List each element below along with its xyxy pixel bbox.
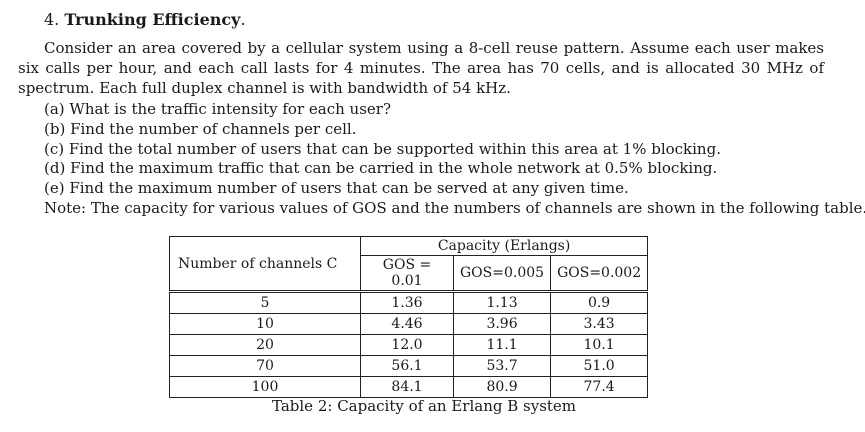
problem-heading: 4. Trunking Efficiency. [44, 10, 246, 30]
question-list: (a) What is the traffic intensity for ea… [44, 100, 865, 219]
capacity-cell: 0.9 [550, 290, 649, 314]
gos-header-0002: GOS=0.002 [550, 255, 649, 293]
capacity-cell: 4.46 [360, 313, 454, 335]
table-caption: Table 2: Capacity of an Erlang B system [272, 397, 577, 415]
capacity-cell: 1.13 [452, 290, 552, 314]
channels-cell: 100 [169, 376, 361, 398]
capacity-cell: 3.43 [550, 313, 649, 335]
channels-cell: 20 [169, 334, 361, 356]
capacity-header: Capacity (Erlangs) [359, 236, 649, 256]
capacity-cell: 1.36 [360, 290, 454, 314]
problem-intro: Consider an area covered by a cellular s… [18, 38, 824, 98]
capacity-cell: 12.0 [360, 334, 454, 356]
table-row: 20 12.0 11.1 10.1 [169, 334, 649, 356]
question-e: (e) Find the maximum number of users tha… [44, 179, 629, 198]
table-header-row: Number of channels C Capacity (Erlangs) [169, 236, 649, 292]
table-row: 10 4.46 3.96 3.43 [169, 313, 649, 335]
capacity-cell: 77.4 [550, 376, 649, 398]
table-row: 70 56.1 53.7 51.0 [169, 355, 649, 377]
capacity-cell: 84.1 [360, 376, 454, 398]
gos-header-row: GOS = 0.01 GOS=0.005 GOS=0.002 [170, 255, 649, 293]
problem-title-suffix: . [240, 10, 246, 29]
capacity-cell: 11.1 [452, 334, 552, 356]
channels-column-header: Number of channels C [169, 236, 361, 292]
gos-header-0005: GOS=0.005 [452, 255, 552, 293]
capacity-cell: 51.0 [550, 355, 649, 377]
capacity-cell: 10.1 [550, 334, 649, 356]
question-b: (b) Find the number of channels per cell… [44, 119, 357, 138]
channels-cell: 5 [169, 290, 361, 314]
problem-title: Trunking Efficiency [64, 10, 241, 29]
erlang-capacity-table: Number of channels C Capacity (Erlangs) … [169, 236, 649, 398]
channels-cell: 10 [169, 313, 361, 335]
capacity-cell: 80.9 [452, 376, 552, 398]
question-d: (d) Find the maximum traffic that can be… [44, 159, 718, 178]
capacity-cell: 3.96 [452, 313, 552, 335]
channels-cell: 70 [169, 355, 361, 377]
gos-header-001: GOS = 0.01 [360, 255, 454, 293]
capacity-cell: 56.1 [360, 355, 454, 377]
question-a: (a) What is the traffic intensity for ea… [44, 100, 391, 118]
problem-note: Note: The capacity for various values of… [44, 198, 865, 217]
problem-intro-text: Consider an area covered by a cellular s… [18, 39, 824, 97]
problem-number: 4. [44, 10, 60, 29]
question-c: (c) Find the total number of users that … [44, 139, 721, 158]
table-row: 5 1.36 1.13 0.9 [169, 290, 649, 314]
table-row: 100 84.1 80.9 77.4 [169, 376, 649, 398]
capacity-cell: 53.7 [452, 355, 552, 377]
